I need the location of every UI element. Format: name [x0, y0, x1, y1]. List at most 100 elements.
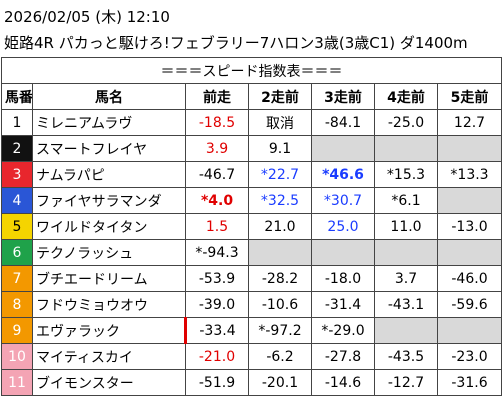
column-header: 5走前	[437, 83, 502, 110]
speed-index: 12.7	[437, 109, 502, 136]
horse-number: 7	[1, 265, 33, 292]
horse-row: 4 ファイヤサラマンダ *4.0 *32.5 *30.7 *6.1	[1, 187, 502, 214]
speed-index: -18.0	[311, 265, 375, 292]
speed-index: -39.0	[185, 291, 249, 318]
speed-index: -84.1	[311, 109, 375, 136]
horse-row: 1 ミレニアムラヴ -18.5 取消 -84.1 -25.0 12.7	[1, 109, 502, 136]
speed-index: -53.9	[185, 265, 249, 292]
speed-index: -20.1	[248, 369, 312, 396]
horse-row: 6 テクノラッシュ *-94.3	[1, 239, 502, 266]
speed-index: -46.7	[185, 161, 249, 188]
horse-name: ブチエードリーム	[32, 265, 186, 292]
speed-index: 21.0	[248, 213, 312, 240]
speed-index: *-97.2	[248, 317, 312, 344]
empty-cell	[437, 317, 502, 344]
speed-index: *32.5	[248, 187, 312, 214]
horse-name: ファイヤサラマンダ	[32, 187, 186, 214]
empty-cell	[248, 239, 312, 266]
horse-number: 9	[1, 317, 33, 344]
speed-index: -14.6	[311, 369, 375, 396]
speed-index: *6.1	[374, 187, 438, 214]
horse-number: 8	[1, 291, 33, 318]
horse-name: ブイモンスター	[32, 369, 186, 396]
speed-index: *4.0	[185, 187, 249, 214]
horse-number: 10	[1, 343, 33, 370]
column-header: 前走	[185, 83, 249, 110]
horse-number: 4	[1, 187, 33, 214]
empty-cell	[374, 239, 438, 266]
speed-index: -28.2	[248, 265, 312, 292]
race-title: 姫路4R パカっと駆けろ!フェブラリー7ハロン3歳(3歳C1) ダ1400m	[4, 34, 468, 52]
horse-number: 2	[1, 135, 33, 162]
horse-name: ナムラパピ	[32, 161, 186, 188]
speed-index: -43.5	[374, 343, 438, 370]
column-header: 3走前	[311, 83, 375, 110]
empty-cell	[437, 135, 502, 162]
speed-index: -12.7	[374, 369, 438, 396]
speed-table: ＝＝＝スピード指数表＝＝＝ 馬番 馬名 前走 2走前 3走前 4走前 5走前 1 ミレニアムラヴ…	[1, 57, 502, 396]
speed-index: -31.4	[311, 291, 375, 318]
speed-index: -18.5	[185, 109, 249, 136]
horse-row: 3 ナムラパピ -46.7 *22.7 *46.6 *15.3 *13.3	[1, 161, 502, 188]
horse-name: エヴァラック	[32, 317, 186, 344]
speed-index: -51.9	[185, 369, 249, 396]
speed-index: 9.1	[248, 135, 312, 162]
speed-index: *-94.3	[185, 239, 249, 266]
speed-index: 取消	[248, 109, 312, 136]
horse-row: 2 スマートフレイヤ 3.9 9.1	[1, 135, 502, 162]
speed-index: -21.0	[185, 343, 249, 370]
header-row: 馬番 馬名 前走 2走前 3走前 4走前 5走前	[1, 83, 502, 110]
empty-cell	[437, 239, 502, 266]
speed-index: -27.8	[311, 343, 375, 370]
speed-index: *46.6	[311, 161, 375, 188]
speed-index: 1.5	[185, 213, 249, 240]
speed-index: 3.9	[185, 135, 249, 162]
speed-index: *-29.0	[311, 317, 375, 344]
horse-row: 5 ワイルドタイタン 1.5 21.0 25.0 11.0 -13.0	[1, 213, 502, 240]
speed-index: 11.0	[374, 213, 438, 240]
speed-index: *30.7	[311, 187, 375, 214]
horse-number: 6	[1, 239, 33, 266]
empty-cell	[311, 239, 375, 266]
empty-cell	[374, 135, 438, 162]
speed-index: -23.0	[437, 343, 502, 370]
horse-number: 11	[1, 369, 33, 396]
column-header: 馬名	[32, 83, 186, 110]
horse-number: 3	[1, 161, 33, 188]
empty-cell	[437, 187, 502, 214]
speed-index: -43.1	[374, 291, 438, 318]
horse-name: ワイルドタイタン	[32, 213, 186, 240]
horse-name: ミレニアムラヴ	[32, 109, 186, 136]
horse-row: 9 エヴァラック -33.4 *-97.2 *-29.0	[1, 317, 502, 344]
speed-index: -59.6	[437, 291, 502, 318]
speed-index: -13.0	[437, 213, 502, 240]
horse-name: マイティスカイ	[32, 343, 186, 370]
speed-index: *22.7	[248, 161, 312, 188]
speed-index: -25.0	[374, 109, 438, 136]
table-title: ＝＝＝スピード指数表＝＝＝	[1, 57, 502, 84]
speed-index: *15.3	[374, 161, 438, 188]
empty-cell	[374, 317, 438, 344]
column-header: 4走前	[374, 83, 438, 110]
horse-row: 10 マイティスカイ -21.0 -6.2 -27.8 -43.5 -23.0	[1, 343, 502, 370]
speed-index: -31.6	[437, 369, 502, 396]
speed-index: *13.3	[437, 161, 502, 188]
horse-row: 11 ブイモンスター -51.9 -20.1 -14.6 -12.7 -31.6	[1, 369, 502, 396]
speed-index: -6.2	[248, 343, 312, 370]
speed-index: 3.7	[374, 265, 438, 292]
speed-index: -46.0	[437, 265, 502, 292]
horse-name: スマートフレイヤ	[32, 135, 186, 162]
horse-row: 7 ブチエードリーム -53.9 -28.2 -18.0 3.7 -46.0	[1, 265, 502, 292]
column-header: 馬番	[1, 83, 33, 110]
horse-name: テクノラッシュ	[32, 239, 186, 266]
datetime: 2026/02/05 (木) 12:10	[4, 8, 170, 26]
horse-row: 8 フドウミョウオウ -39.0 -10.6 -31.4 -43.1 -59.6	[1, 291, 502, 318]
column-header: 2走前	[248, 83, 312, 110]
horse-number: 5	[1, 213, 33, 240]
speed-index: -10.6	[248, 291, 312, 318]
speed-index: -33.4	[184, 317, 249, 344]
empty-cell	[311, 135, 375, 162]
horse-name: フドウミョウオウ	[32, 291, 186, 318]
speed-index: 25.0	[311, 213, 375, 240]
